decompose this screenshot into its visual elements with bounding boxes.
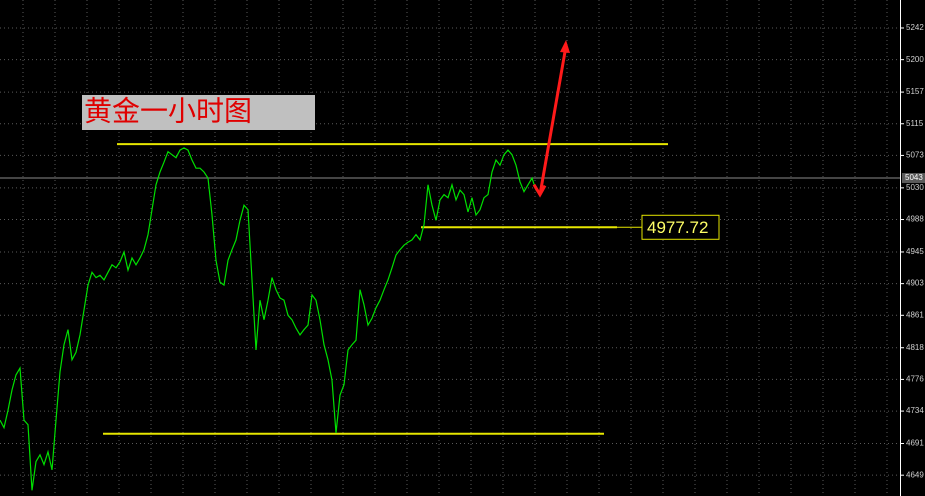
arrow-shaft: [538, 45, 568, 195]
y-tick-label: 4818: [906, 343, 924, 352]
y-tick-label: 4734: [906, 406, 924, 415]
y-tick-label: 4691: [906, 439, 924, 448]
y-tick-label: 4945: [906, 247, 924, 256]
last-price-box: [902, 173, 925, 184]
level-label-box: [641, 214, 720, 240]
y-tick-label: 5242: [906, 23, 924, 32]
arrow-tail: [532, 183, 547, 198]
title-box: [82, 95, 315, 130]
y-tick-label: 5200: [906, 55, 924, 64]
y-tick-label: 5030: [906, 183, 924, 192]
y-tick-label: 4988: [906, 215, 924, 224]
y-tick-label: 4861: [906, 310, 924, 319]
y-tick-label: 5157: [906, 87, 924, 96]
level-label: 4977.72: [647, 218, 708, 237]
y-tick-label: 4903: [906, 279, 924, 288]
last-price-label: 5043: [905, 173, 923, 182]
price-line: [0, 147, 541, 491]
chart-title: 黄金一小时图: [84, 95, 252, 128]
arrow-head: [560, 40, 570, 54]
y-tick-label: 5073: [906, 151, 924, 160]
y-tick-label: 4776: [906, 375, 924, 384]
y-tick-label: 5115: [906, 119, 924, 128]
y-tick-label: 4649: [906, 470, 924, 479]
